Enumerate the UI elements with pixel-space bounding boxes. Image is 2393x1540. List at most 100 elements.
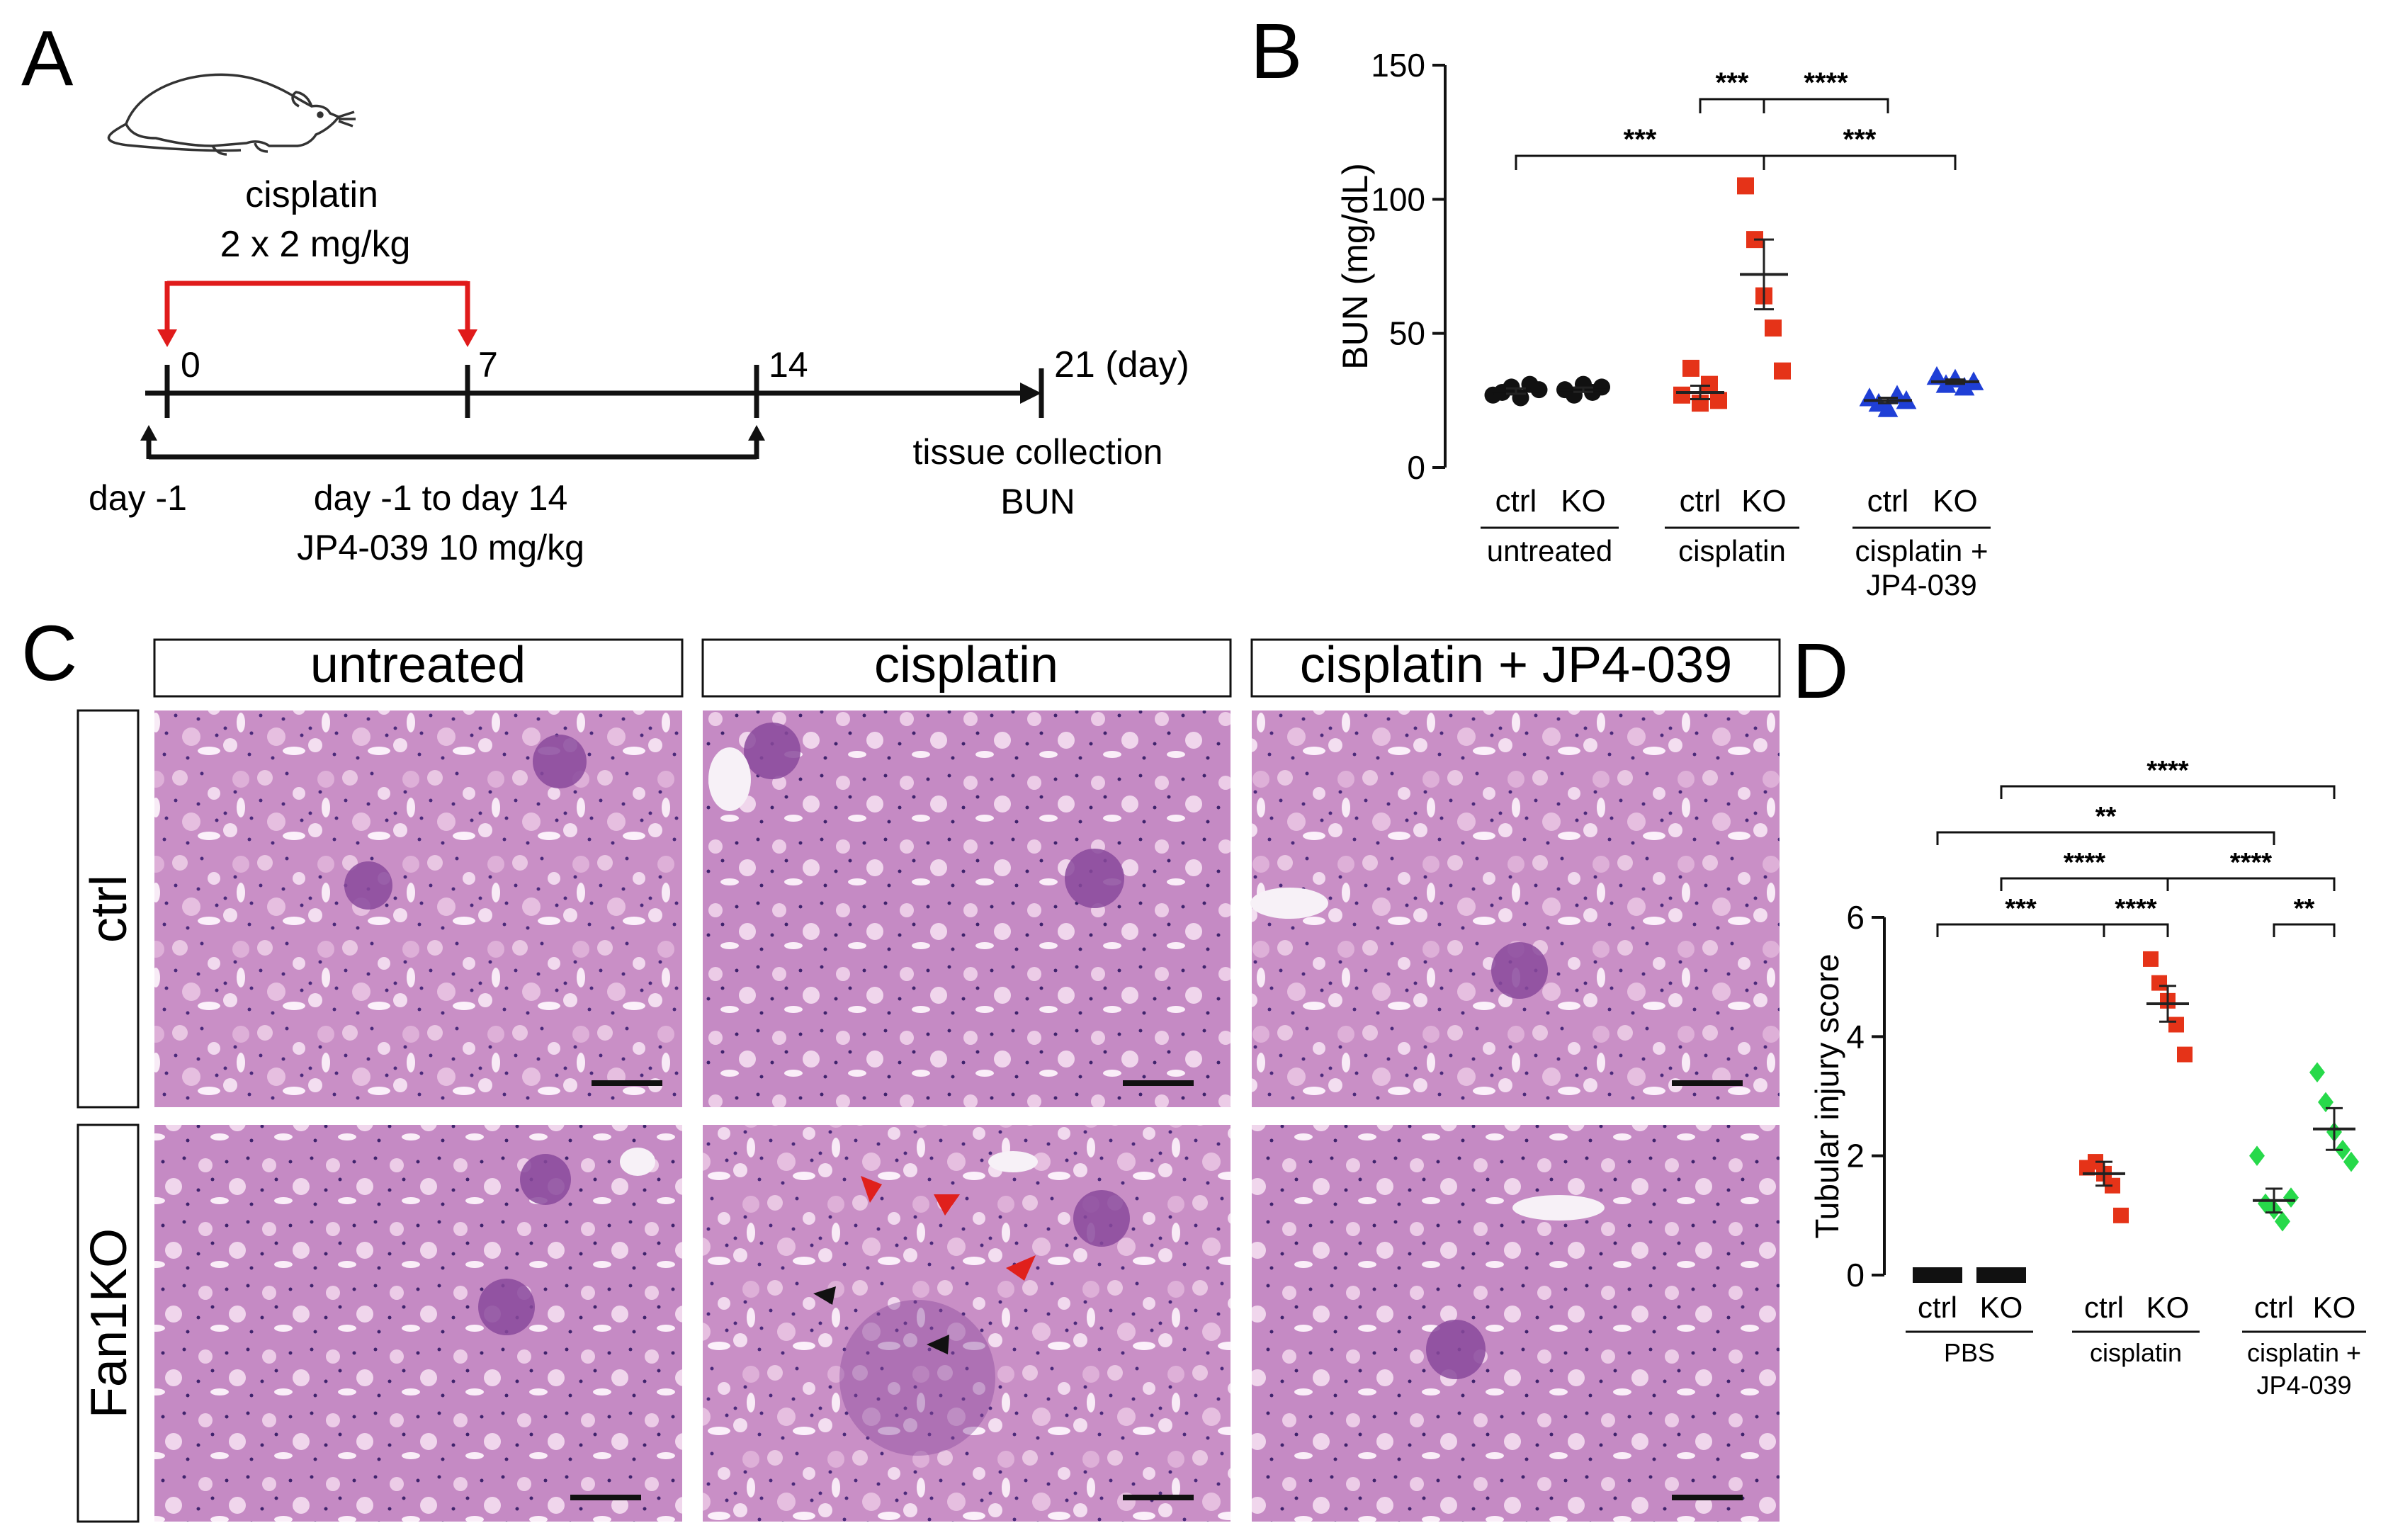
data-point xyxy=(1593,378,1610,396)
glomerulus xyxy=(533,735,587,788)
micrograph-grid: untreated cisplatin cisplatin + JP4-039 … xyxy=(77,637,1781,1523)
significance-bracket xyxy=(2273,923,2336,937)
significance-bracket xyxy=(1763,98,1889,113)
scale-bar xyxy=(1672,1080,1743,1086)
y-tick-label: 2 xyxy=(1846,1138,1865,1174)
x-category-label: ctrl xyxy=(1867,484,1909,519)
data-point xyxy=(1710,392,1727,409)
glomerulus xyxy=(520,1154,571,1205)
data-point xyxy=(2151,975,2167,991)
group-label: cisplatin + xyxy=(2247,1338,2361,1367)
tick-day-21: 21 (day) xyxy=(1054,344,1189,385)
row-header-fan1ko: Fan1KO xyxy=(81,1228,137,1418)
scale-bar xyxy=(1123,1495,1194,1500)
significance-label: *** xyxy=(1624,124,1657,155)
x-category-label: KO xyxy=(1980,1291,2023,1324)
glomerulus xyxy=(478,1279,535,1335)
significance-label: **** xyxy=(2115,894,2156,924)
mouse-icon xyxy=(107,73,356,156)
glomerulus xyxy=(1073,1190,1130,1247)
significance-bracket xyxy=(1515,154,1765,170)
panel-letter-d: D xyxy=(1792,628,1848,715)
x-category-label: KO xyxy=(1741,484,1787,519)
data-point xyxy=(2177,1046,2193,1063)
tick-day-14: 14 xyxy=(769,345,808,385)
x-category-label: ctrl xyxy=(2254,1291,2294,1324)
data-point xyxy=(1765,319,1782,337)
col-header-box-1 xyxy=(153,638,684,698)
significance-bracket xyxy=(2000,877,2169,891)
data-point xyxy=(1877,398,1899,417)
group-label: cisplatin xyxy=(2090,1338,2182,1367)
cisplatin-bracket xyxy=(157,281,477,347)
dose-label: 2 x 2 mg/kg xyxy=(220,224,411,265)
x-category-label: ctrl xyxy=(2084,1291,2124,1324)
data-point xyxy=(1673,386,1690,404)
micrograph-ctrl-cisplatin-jp4 xyxy=(1252,710,1780,1107)
y-axis-label: BUN (mg/dL) xyxy=(1335,163,1375,370)
x-category-label: KO xyxy=(1561,484,1606,519)
significance-bracket xyxy=(2103,923,2169,937)
glomerulus xyxy=(344,861,392,910)
significance-label: **** xyxy=(2064,848,2105,878)
row-header-ctrl: ctrl xyxy=(81,875,137,943)
col-header-cisplatin-jp4: cisplatin + JP4-039 xyxy=(1300,637,1732,693)
x-category-label: ctrl xyxy=(1495,484,1537,519)
significance-bracket xyxy=(1763,154,1957,170)
significance-label: **** xyxy=(2230,848,2272,878)
data-point xyxy=(1774,362,1791,380)
data-point xyxy=(1701,375,1718,393)
x-category-label: KO xyxy=(2313,1291,2356,1324)
glomerulus xyxy=(744,723,801,779)
glomerulus xyxy=(1426,1320,1486,1379)
group-label: JP4-039 xyxy=(2256,1371,2351,1400)
data-point xyxy=(2343,1151,2359,1172)
y-tick-label: 4 xyxy=(1846,1018,1865,1055)
data-point xyxy=(2113,1207,2129,1223)
data-point xyxy=(2318,1092,2333,1113)
panel-letter-a: A xyxy=(21,15,74,102)
significance-label: *** xyxy=(1716,67,1749,98)
inhibitor-label: JP4-039 10 mg/kg xyxy=(297,528,584,567)
glomerulus xyxy=(1065,849,1124,908)
y-tick-label: 150 xyxy=(1371,47,1425,84)
data-point xyxy=(2249,1145,2265,1166)
significance-bracket xyxy=(1936,831,2275,845)
scale-bar xyxy=(570,1495,641,1500)
inhibitor-period-label: day -1 to day 14 xyxy=(314,478,568,518)
scale-bar xyxy=(592,1080,662,1086)
red-arrowheads xyxy=(861,1176,1036,1281)
data-point xyxy=(2283,1187,2299,1208)
scale-bar xyxy=(1123,1080,1194,1086)
data-point xyxy=(1737,177,1754,195)
y-tick-label: 0 xyxy=(1846,1257,1865,1293)
micrograph-ko-untreated xyxy=(154,1125,682,1522)
data-point xyxy=(2143,951,2159,967)
data-point xyxy=(2275,1211,2290,1232)
y-tick-label: 6 xyxy=(1846,899,1865,936)
x-category-label: ctrl xyxy=(1918,1291,1957,1324)
significance-bracket xyxy=(2166,877,2336,891)
tick-day-7: 7 xyxy=(478,345,498,385)
micrograph-ko-cisplatin-jp4 xyxy=(1252,1125,1780,1522)
timeline-axis xyxy=(140,365,1044,460)
panel-letter-c: C xyxy=(21,610,77,697)
endpoint-label-2: BUN xyxy=(1000,482,1075,521)
group-label: PBS xyxy=(1944,1338,1995,1367)
y-tick-label: 100 xyxy=(1371,181,1425,217)
bun-chart: 0 50 100 150 BUN (mg/dL) ctrl KO ctrl KO ctrl KO un… xyxy=(1335,47,1991,601)
glomerulus xyxy=(839,1300,995,1456)
col-header-untreated: untreated xyxy=(310,637,526,693)
significance-bracket xyxy=(2000,785,2336,799)
data-point xyxy=(2309,1062,2325,1083)
x-category-label: KO xyxy=(1933,484,1978,519)
col-header-cisplatin: cisplatin xyxy=(874,637,1058,693)
endpoint-label-1: tissue collection xyxy=(913,432,1163,472)
significance-label: **** xyxy=(1804,67,1848,98)
col-header-box-2 xyxy=(701,638,1232,698)
micrograph-ctrl-untreated xyxy=(154,710,682,1107)
group-label: untreated xyxy=(1487,534,1612,567)
micrograph-ko-cisplatin xyxy=(703,1125,1231,1522)
